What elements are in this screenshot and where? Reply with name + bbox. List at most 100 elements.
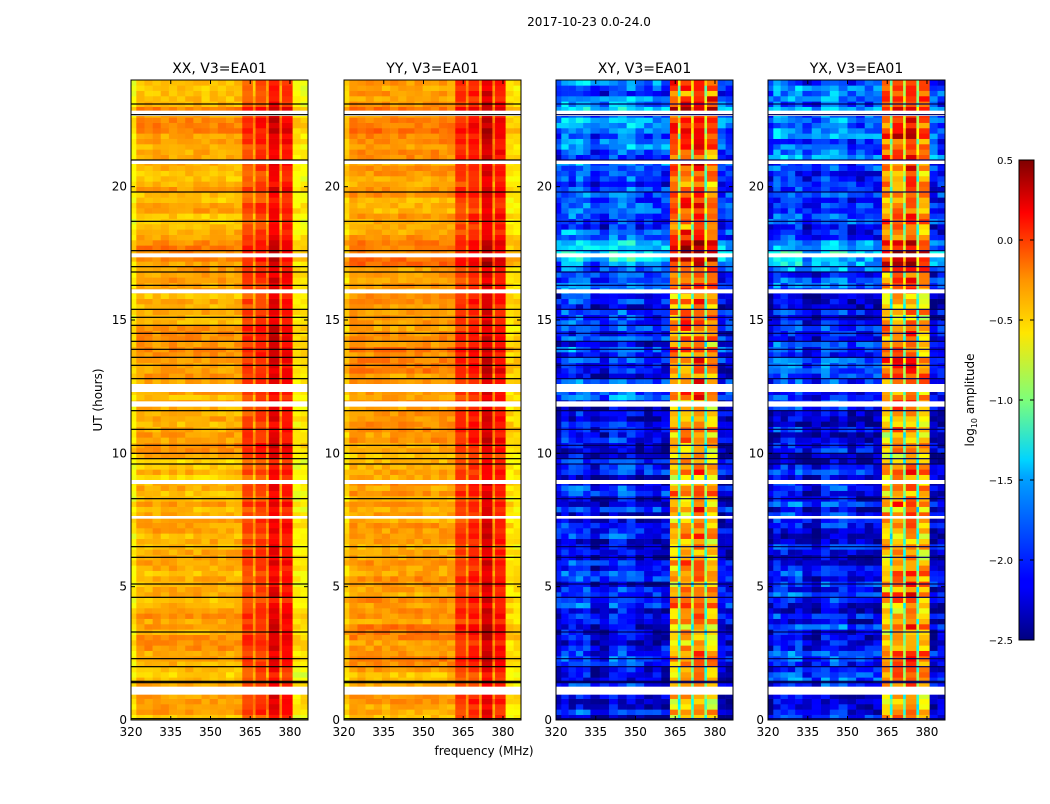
- heatmap-cell: [390, 224, 398, 230]
- heatmap-cell: [131, 523, 137, 529]
- heatmap-cell: [282, 128, 293, 134]
- heatmap-cell: [406, 667, 414, 673]
- heatmap-cell: [193, 133, 201, 139]
- heatmap-cell: [279, 635, 282, 641]
- heatmap-cell: [144, 181, 152, 187]
- heatmap-cell: [301, 523, 309, 529]
- heatmap-cell: [382, 357, 390, 363]
- heatmap-cell: [210, 128, 218, 134]
- figure-title: 2017-10-23 0.0-24.0: [527, 15, 651, 29]
- heatmap-cell: [495, 539, 506, 545]
- heatmap-cell: [177, 411, 185, 417]
- heatmap-cell: [514, 299, 522, 305]
- heatmap-cell: [514, 645, 522, 651]
- heatmap-cell: [455, 235, 466, 241]
- heatmap-cell: [382, 475, 390, 481]
- heatmap-cell: [193, 640, 201, 646]
- heatmap-cell: [153, 133, 161, 139]
- heatmap-cell: [506, 560, 514, 566]
- heatmap-cell: [253, 491, 256, 497]
- heatmap-cell: [269, 96, 280, 102]
- heatmap-cell: [234, 528, 242, 534]
- heatmap-cell: [301, 608, 309, 614]
- heatmap-cell: [266, 341, 269, 347]
- heatmap-cell: [398, 224, 406, 230]
- heatmap-cell: [382, 293, 390, 299]
- heatmap-cell: [374, 411, 382, 417]
- heatmap-cell: [253, 565, 256, 571]
- heatmap-cell: [349, 299, 357, 305]
- heatmap-cell: [256, 272, 267, 278]
- heatmap-cell: [479, 715, 482, 721]
- heatmap-cell: [269, 341, 280, 347]
- heatmap-cell: [242, 475, 253, 481]
- heatmap-cell: [210, 667, 218, 673]
- heatmap-cell: [136, 208, 144, 214]
- heatmap-cell: [447, 240, 455, 246]
- heatmap-cell: [242, 165, 253, 171]
- heatmap-cell: [439, 603, 447, 609]
- heatmap-cell: [218, 80, 226, 86]
- heatmap-cell: [234, 272, 242, 278]
- heatmap-cell: [447, 699, 455, 705]
- heatmap-cell: [193, 240, 201, 246]
- heatmap-cell: [185, 475, 193, 481]
- heatmap-cell: [279, 699, 282, 705]
- flagged-line: [131, 445, 308, 446]
- heatmap-cell: [177, 501, 185, 507]
- heatmap-cell: [185, 651, 193, 657]
- heatmap-cell: [431, 277, 439, 283]
- heatmap-cell: [282, 437, 293, 443]
- heatmap-cell: [161, 208, 169, 214]
- heatmap-cell: [506, 645, 514, 651]
- heatmap-cell: [234, 379, 242, 385]
- heatmap-cell: [256, 181, 267, 187]
- heatmap-cell: [136, 667, 144, 673]
- heatmap-cell: [479, 229, 482, 235]
- heatmap-cell: [153, 165, 161, 171]
- heatmap-cell: [301, 96, 309, 102]
- heatmap-cell: [253, 176, 256, 182]
- heatmap-cell: [293, 139, 301, 145]
- heatmap-cell: [398, 571, 406, 577]
- heatmap-cell: [390, 699, 398, 705]
- heatmap-cell: [301, 368, 309, 374]
- heatmap-cell: [144, 533, 152, 539]
- heatmap-cell: [266, 587, 269, 593]
- heatmap-cell: [234, 325, 242, 331]
- heatmap-cell: [136, 485, 144, 491]
- heatmap-cell: [344, 667, 350, 673]
- heatmap-cell: [447, 587, 455, 593]
- heatmap-cell: [269, 171, 280, 177]
- heatmap-cell: [279, 507, 282, 513]
- heatmap-cell: [398, 229, 406, 235]
- heatmap-cell: [469, 501, 480, 507]
- heatmap-cell: [466, 699, 469, 705]
- heatmap-cell: [218, 613, 226, 619]
- heatmap-cell: [301, 192, 309, 198]
- heatmap-cell: [234, 128, 242, 134]
- heatmap-cell: [131, 485, 137, 491]
- heatmap-cell: [136, 91, 144, 97]
- heatmap-cell: [185, 139, 193, 145]
- heatmap-cell: [495, 603, 506, 609]
- heatmap-cell: [439, 635, 447, 641]
- heatmap-cell: [349, 368, 357, 374]
- heatmap-cell: [495, 325, 506, 331]
- heatmap-cell: [423, 395, 431, 401]
- heatmap-cell: [406, 699, 414, 705]
- heatmap-cell: [210, 229, 218, 235]
- heatmap-cell: [514, 565, 522, 571]
- heatmap-cell: [218, 96, 226, 102]
- heatmap-cell: [269, 235, 280, 241]
- heatmap-cell: [374, 240, 382, 246]
- heatmap-cell: [301, 603, 309, 609]
- heatmap-cell: [242, 203, 253, 209]
- flagged-line: [131, 285, 308, 286]
- heatmap-cell: [253, 549, 256, 555]
- heatmap-cell: [210, 645, 218, 651]
- heatmap-cell: [447, 576, 455, 582]
- heatmap-cell: [506, 229, 514, 235]
- heatmap-cell: [293, 325, 301, 331]
- heatmap-cell: [479, 613, 482, 619]
